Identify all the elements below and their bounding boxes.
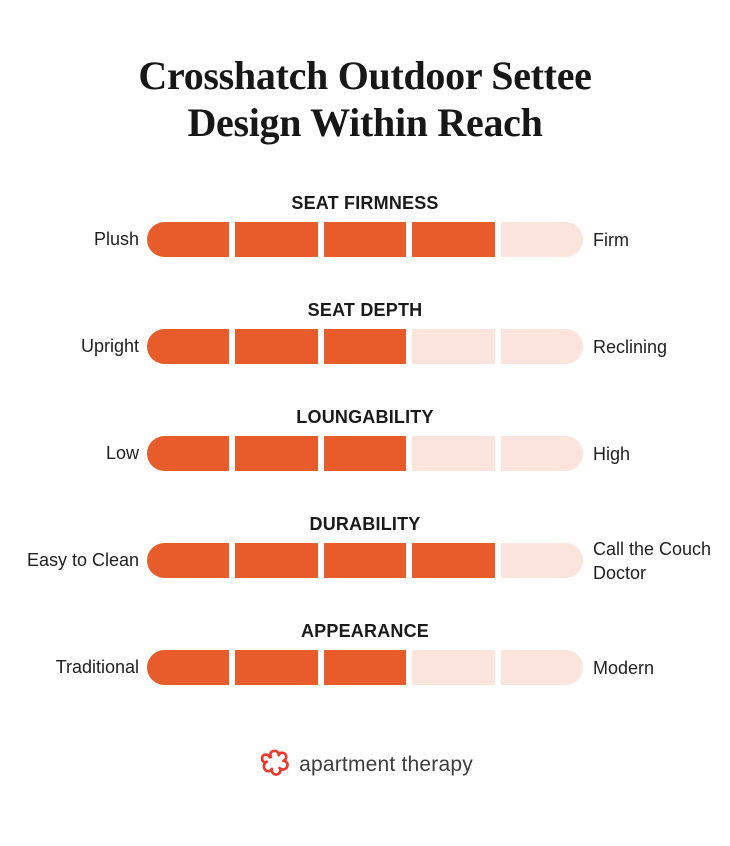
left-end-label: Plush [93,229,139,249]
bar-segment-filled [235,650,318,685]
bar-segment-filled [412,543,495,578]
bar-segment-empty [500,222,584,257]
left-end-label: Easy to Clean [26,550,139,570]
bar-segment-empty [500,650,584,685]
right-end-label: Firm [593,229,629,250]
bar-segment-empty [412,329,495,364]
bar-segment-empty [500,436,584,471]
category-label: SEAT DEPTH [307,300,423,320]
rating-bar-line: Plush Firm [0,222,730,257]
rating-bar-line: Upright Reclining [0,329,730,364]
category-label: LOUNGABILITY [296,407,434,427]
left-end-label: Upright [80,336,139,356]
bar-segment-filled [235,329,318,364]
bar-segment-filled [235,543,318,578]
page-title-line2: Design Within Reach [187,100,543,145]
bar-segment-filled [323,650,407,685]
bar-segment-empty [500,329,584,364]
bar-segment-empty [500,543,584,578]
bar-segment-filled [147,543,230,578]
right-end-label: Call the Couch Doctor [593,538,712,583]
category-label: APPEARANCE [300,621,430,641]
right-end-label: Reclining [593,336,668,357]
right-end-label: High [593,443,631,464]
right-end-label: Modern [593,657,655,678]
left-end-label: Traditional [55,657,139,677]
category-label: SEAT FIRMNESS [291,193,439,213]
rating-bar-line: Easy to Clean Call the Couch Doctor [0,538,730,583]
bar-segment-empty [412,436,495,471]
left-end-label: Low [105,443,139,463]
bar-segment-filled [147,436,230,471]
bar-segment-filled [323,329,407,364]
rating-bar [147,650,584,685]
bar-segment-filled [147,222,230,257]
rating-row: SEAT FIRMNESS Plush Firm [0,193,730,257]
bar-segment-filled [323,222,407,257]
rating-row: SEAT DEPTH Upright Reclining [0,300,730,364]
page-title: Crosshatch Outdoor Settee Design Within … [0,52,730,146]
bar-segment-filled [323,543,407,578]
bar-segment-empty [412,650,495,685]
rating-row: APPEARANCE Traditional Modern [0,621,730,685]
logo-wordmark: apartment therapy [299,753,473,776]
rating-row: LOUNGABILITY Low High [0,407,730,471]
apartment-therapy-logo-icon [260,749,289,776]
bar-segment-filled [147,650,230,685]
rating-bar [147,222,584,257]
rating-bar [147,329,584,364]
bar-segment-filled [323,436,407,471]
bar-segment-filled [235,222,318,257]
rating-bar-line: Low High [0,436,730,471]
rating-row: DURABILITY Easy to Clean Call the Couch … [0,514,730,583]
category-label: DURABILITY [309,514,421,534]
footer-logo: apartment therapy [0,748,730,782]
page-title-line1: Crosshatch Outdoor Settee [138,53,592,98]
rating-bar-line: Traditional Modern [0,650,730,685]
rating-bar [147,436,584,471]
rating-bar [147,543,584,578]
bar-segment-filled [147,329,230,364]
bar-segment-filled [412,222,495,257]
bar-segment-filled [235,436,318,471]
